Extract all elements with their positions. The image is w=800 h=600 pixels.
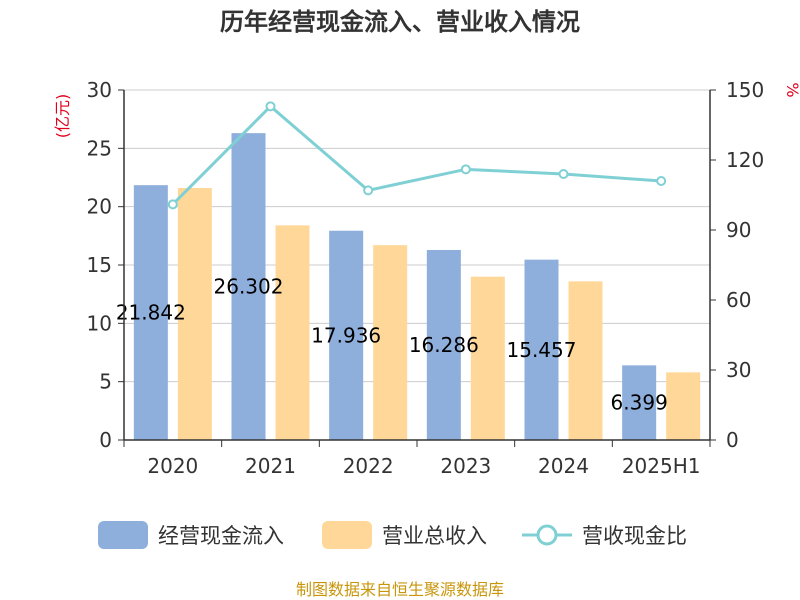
ratio-point bbox=[265, 101, 276, 112]
right-tick-label: 60 bbox=[726, 288, 751, 312]
right-tick-label: 90 bbox=[726, 218, 751, 242]
bars bbox=[133, 133, 701, 441]
left-axis-unit: (亿元) bbox=[53, 94, 72, 139]
legend-swatch-revenue bbox=[322, 521, 372, 549]
source-note: 制图数据来自恒生聚源数据库 bbox=[296, 580, 504, 599]
left-tick-label: 30 bbox=[87, 78, 112, 102]
bar-revenue bbox=[373, 245, 408, 440]
legend-label-cash-inflow: 经营现金流入 bbox=[158, 524, 284, 548]
data-label: 26.302 bbox=[214, 275, 284, 299]
bar-cash-inflow bbox=[426, 249, 461, 440]
legend-label-ratio: 营收现金比 bbox=[582, 524, 687, 548]
bar-revenue bbox=[666, 372, 701, 440]
x-tick-label: 2025H1 bbox=[622, 454, 701, 478]
ratio-point bbox=[167, 199, 178, 210]
right-tick-label: 0 bbox=[726, 428, 739, 452]
data-labels: 21.842 26.302 17.936 16.286 15.457 6.399 bbox=[116, 275, 668, 415]
x-tick-label: 2021 bbox=[245, 454, 296, 478]
left-tick-label: 5 bbox=[99, 370, 112, 394]
ratio-line bbox=[167, 101, 667, 210]
left-tick-label: 25 bbox=[87, 136, 112, 160]
right-tick-label: 30 bbox=[726, 358, 751, 382]
bar-cash-inflow bbox=[524, 259, 559, 440]
ratio-point bbox=[363, 185, 374, 196]
left-tick-label: 20 bbox=[87, 195, 112, 219]
bar-cash-inflow bbox=[329, 230, 364, 440]
ratio-point bbox=[656, 176, 667, 186]
legend-label-revenue: 营业总收入 bbox=[382, 524, 487, 548]
right-axis-unit: % bbox=[783, 82, 800, 97]
legend-swatch-cash-inflow bbox=[98, 521, 148, 549]
left-tick-label: 10 bbox=[87, 311, 112, 335]
axes: 0 5 10 15 20 25 30 0 30 60 90 120 150 2020 2021 2022 202… bbox=[87, 78, 765, 478]
left-tick-label: 0 bbox=[99, 428, 112, 452]
data-label: 17.936 bbox=[311, 323, 381, 347]
bar-cash-inflow bbox=[231, 133, 266, 441]
data-label: 21.842 bbox=[116, 301, 186, 325]
bar-revenue bbox=[177, 188, 212, 440]
data-label: 15.457 bbox=[507, 338, 577, 362]
data-label: 16.286 bbox=[409, 333, 479, 357]
right-tick-label: 120 bbox=[726, 148, 764, 172]
bar-cash-inflow bbox=[622, 365, 657, 440]
x-tick-label: 2022 bbox=[343, 454, 394, 478]
x-tick-label: 2024 bbox=[538, 454, 589, 478]
bar-revenue bbox=[275, 225, 310, 440]
bar-revenue bbox=[470, 276, 505, 440]
bar-cash-inflow bbox=[133, 185, 168, 440]
ratio-point bbox=[460, 164, 471, 175]
ratio-point bbox=[558, 169, 569, 179]
x-tick-label: 2020 bbox=[147, 454, 198, 478]
x-tick-label: 2023 bbox=[440, 454, 491, 478]
ratio-line-path bbox=[171, 104, 662, 206]
legend: 经营现金流入 营业总收入 营收现金比 bbox=[98, 521, 687, 549]
right-tick-label: 150 bbox=[726, 78, 764, 102]
grid bbox=[124, 89, 710, 383]
data-label: 6.399 bbox=[611, 391, 668, 415]
legend-marker-ratio bbox=[536, 524, 558, 546]
chart-title: 历年经营现金流入、营业收入情况 bbox=[220, 8, 580, 36]
left-tick-label: 15 bbox=[87, 253, 112, 277]
bar-revenue bbox=[568, 281, 603, 440]
